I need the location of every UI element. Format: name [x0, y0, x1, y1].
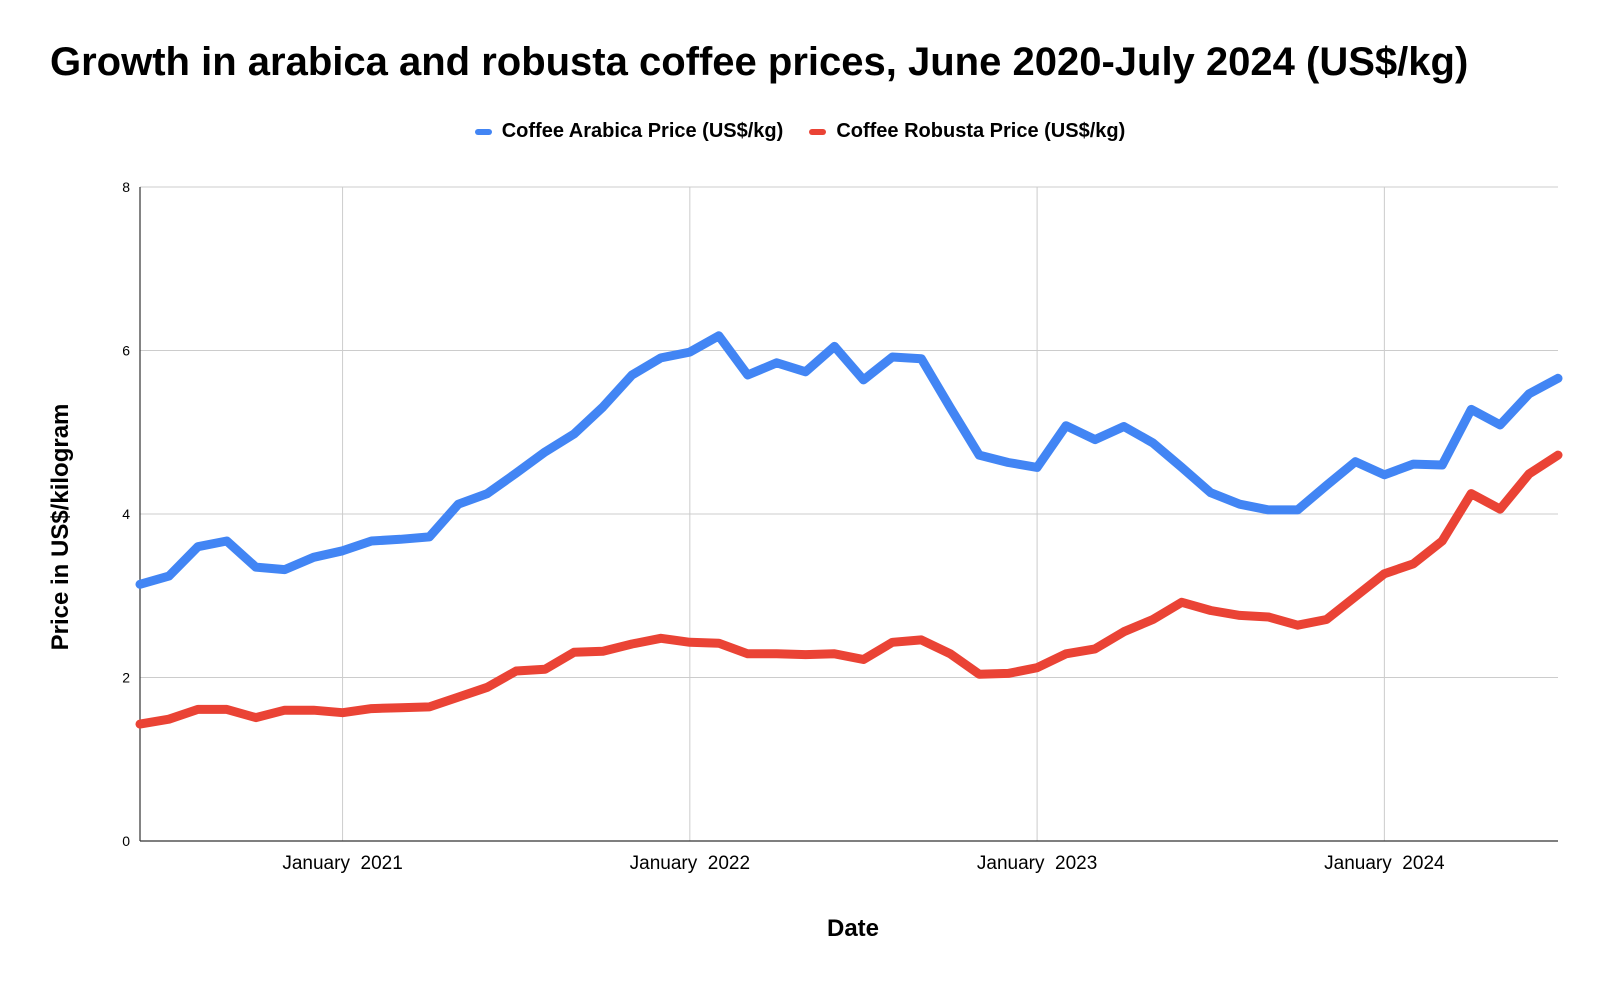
x-axis-title: Date [827, 915, 879, 942]
axes [139, 187, 1558, 842]
series-line-arabica [135, 331, 1563, 589]
y-tick-label: 6 [122, 343, 130, 359]
y-tick-label: 4 [122, 506, 130, 522]
y-tick-label: 2 [122, 670, 130, 686]
grid [140, 186, 1558, 841]
legend-swatch-robusta [809, 128, 827, 135]
y-axis-ticks: 0 2 4 6 8 [122, 179, 130, 849]
x-tick-label: January 2022 [630, 853, 750, 874]
series-line-robusta [135, 450, 1563, 729]
y-tick-label: 0 [122, 833, 130, 849]
x-tick-label: January 2023 [977, 853, 1097, 874]
x-tick-label: January 2021 [282, 853, 402, 874]
legend: Coffee Arabica Price (US$/kg) Coffee Rob… [0, 120, 1600, 143]
y-tick-label: 8 [122, 179, 130, 195]
legend-item-robusta[interactable]: Coffee Robusta Price (US$/kg) [809, 120, 1125, 143]
series-lines [135, 331, 1563, 729]
legend-label-arabica: Coffee Arabica Price (US$/kg) [501, 120, 784, 142]
legend-swatch-arabica [474, 128, 492, 135]
chart-title: Growth in arabica and robusta coffee pri… [50, 40, 1469, 84]
legend-item-arabica[interactable]: Coffee Arabica Price (US$/kg) [474, 120, 784, 143]
y-axis-title: Price in US$/kilogram [47, 404, 74, 651]
x-axis-ticks: January 2021 January 2022 January 2023 Janu… [282, 853, 1445, 874]
legend-label-robusta: Coffee Robusta Price (US$/kg) [836, 120, 1126, 142]
x-tick-label: January 2024 [1324, 853, 1445, 874]
